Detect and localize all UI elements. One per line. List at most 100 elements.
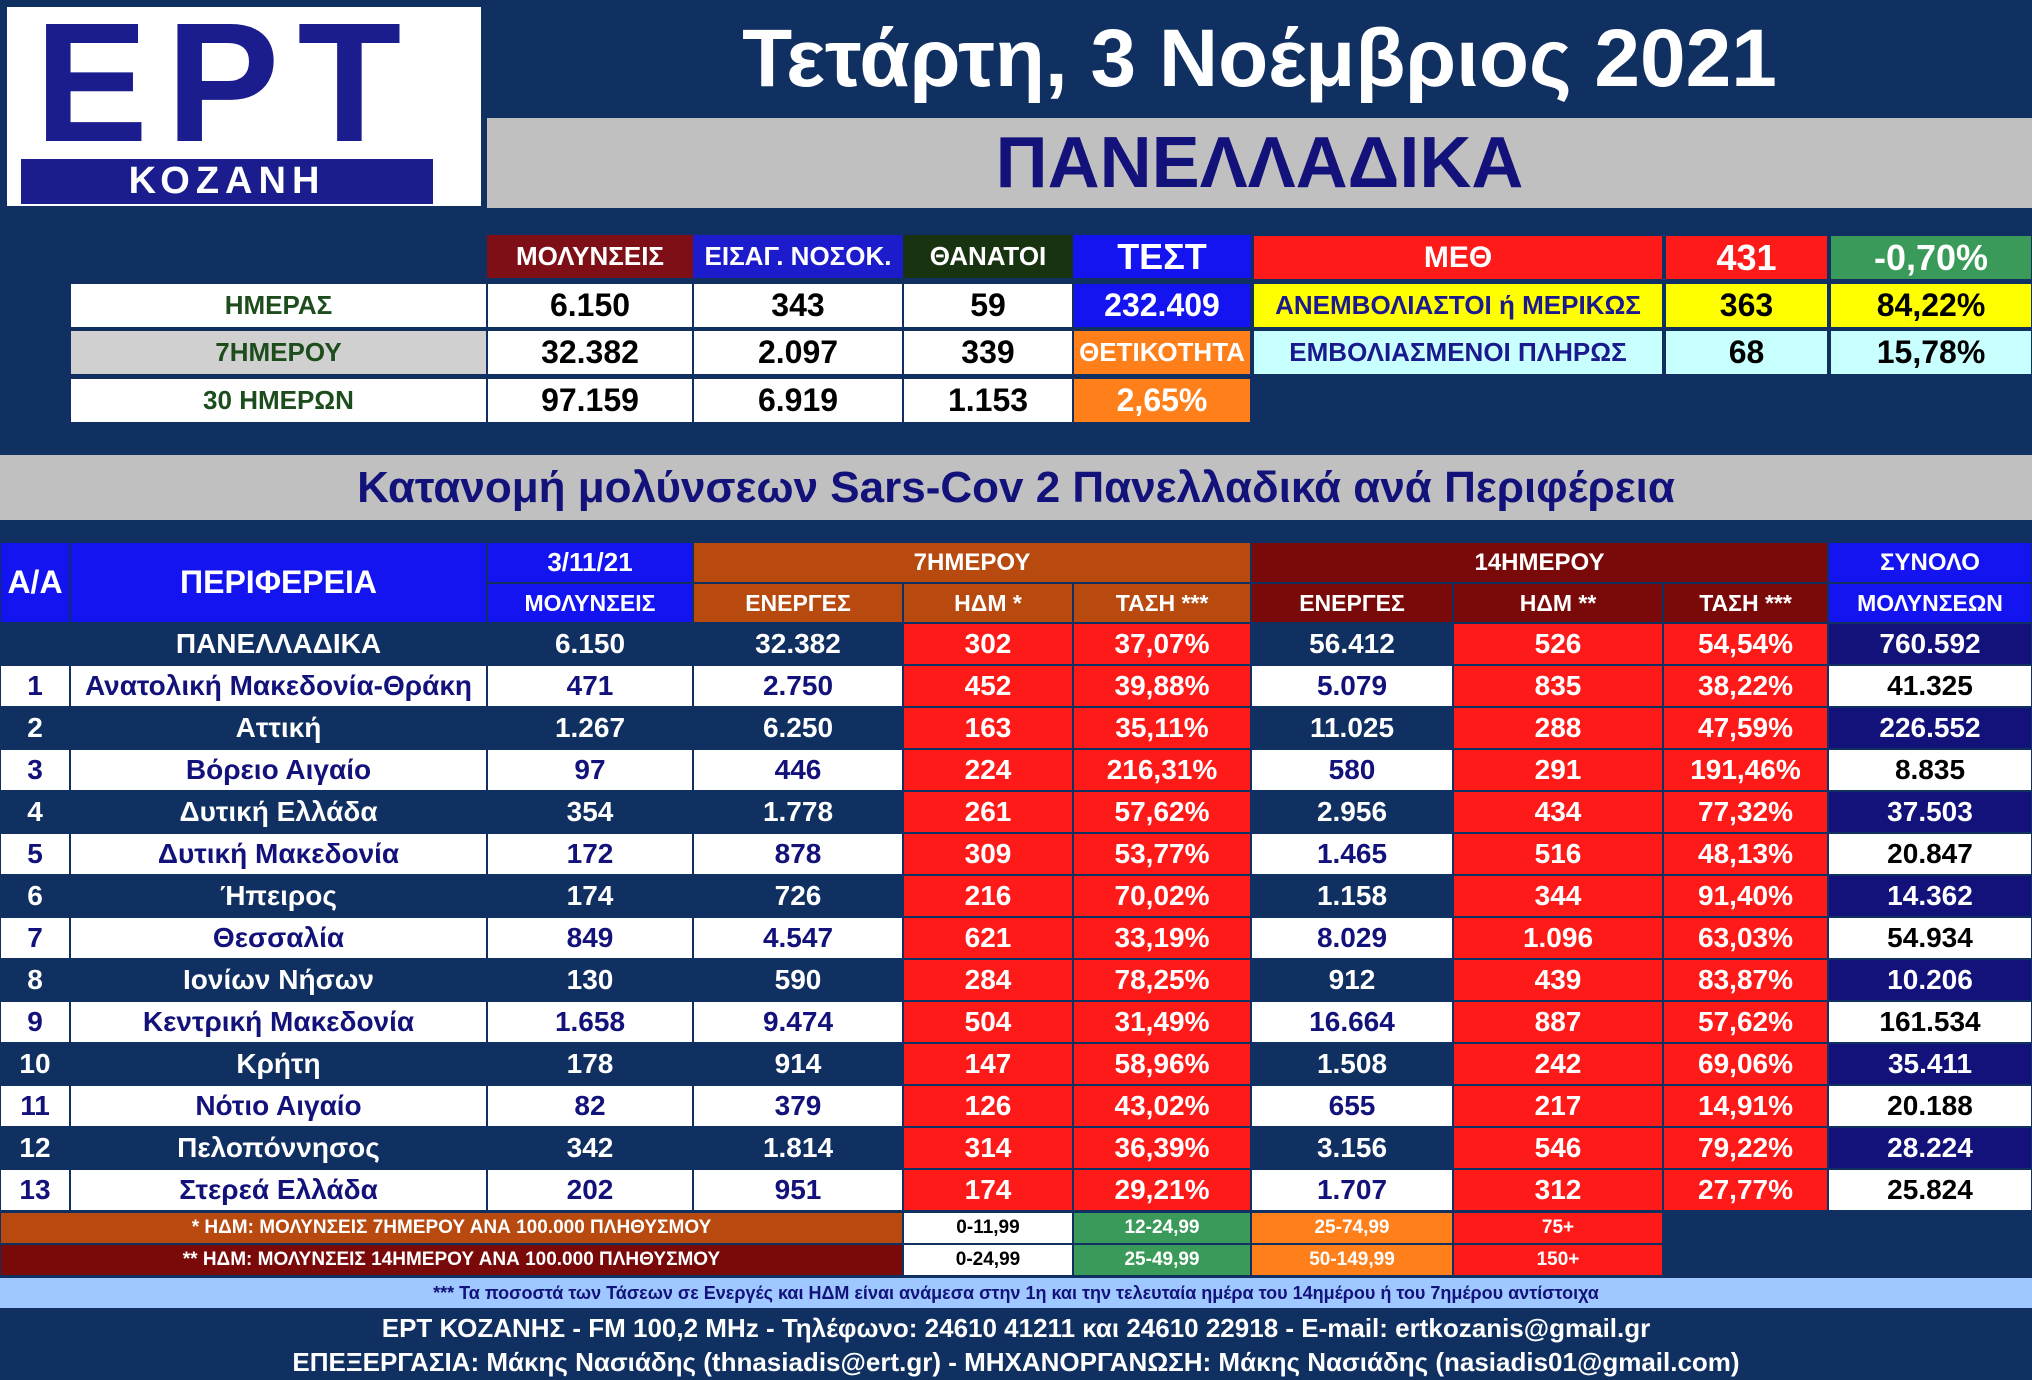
table-cell-hdm14: 887 [1453,1001,1663,1043]
table-cell-active14: 11.025 [1251,707,1453,749]
table-cell-active14: 912 [1251,959,1453,1001]
col-header-active7: ΕΝΕΡΓΕΣ [693,583,903,623]
table-cell-trend7: 53,77% [1073,833,1251,875]
table-cell-trend14: 191,46% [1663,749,1828,791]
footer-contact: ΕΡΤ ΚΟΖΑΝΗΣ - FM 100,2 MHz - Τηλέφωνο: 2… [381,1312,1651,1343]
summary-infections-value: 32.382 [487,330,693,375]
table-cell-trend7: 31,49% [1073,1001,1251,1043]
table-row-number: 2 [0,707,70,749]
table-cell-hdm7: 147 [903,1043,1073,1085]
table-cell-trend7: 57,62% [1073,791,1251,833]
table-row-region: Κεντρική Μακεδονία [70,1001,487,1043]
footer-note: *** Τα ποσοστά των Τάσεων σε Ενεργές και… [0,1278,2032,1308]
table-cell-total: 10.206 [1828,959,2032,1001]
table-cell-hdm7: 504 [903,1001,1073,1043]
table-cell-active7: 914 [693,1043,903,1085]
table-cell-day: 354 [487,791,693,833]
summary-header-hospital: ΕΙΣΑΓ. ΝΟΣΟΚ. [693,235,903,278]
table-cell-day: 97 [487,749,693,791]
table-row-number: 13 [0,1169,70,1211]
summary-row-label: 30 ΗΜΕΡΩΝ [70,378,487,423]
table-cell-trend14: 91,40% [1663,875,1828,917]
col-header-14day: 14ΗΜΕΡΟΥ [1251,542,1828,583]
unvaccinated-value: 363 [1665,283,1828,328]
col-header-total: ΣΥΝΟΛΟ [1828,542,2032,583]
table-cell-hdm7: 261 [903,791,1073,833]
table-cell-active7: 9.474 [693,1001,903,1043]
table-cell-day: 6.150 [487,623,693,665]
table-cell-total: 760.592 [1828,623,2032,665]
summary-header-tests: ΤΕΣΤ [1073,235,1251,278]
table-row-number: 8 [0,959,70,1001]
table-cell-active14: 655 [1251,1085,1453,1127]
table-cell-active7: 951 [693,1169,903,1211]
table-cell-hdm7: 309 [903,833,1073,875]
table-cell-active14: 1.158 [1251,875,1453,917]
table-cell-total: 161.534 [1828,1001,2032,1043]
table-row-number: 4 [0,791,70,833]
table-row-region: Θεσσαλία [70,917,487,959]
table-row-region: Στερεά Ελλάδα [70,1169,487,1211]
table-cell-hdm14: 526 [1453,623,1663,665]
summary-deaths-value: 59 [903,283,1073,328]
table-cell-total: 54.934 [1828,917,2032,959]
table-cell-trend7: 36,39% [1073,1127,1251,1169]
table-cell-trend14: 63,03% [1663,917,1828,959]
legend-14day-range: 0-24,99 [903,1244,1073,1276]
legend-7day-range: 25-74,99 [1251,1212,1453,1244]
table-cell-active14: 8.029 [1251,917,1453,959]
table-row-number: 3 [0,749,70,791]
table-cell-active7: 2.750 [693,665,903,707]
summary-header-deaths: ΘΑΝΑΤΟΙ [903,235,1073,278]
table-row-number: 1 [0,665,70,707]
summary-header-infections: ΜΟΛΥΝΣΕΙΣ [487,235,693,278]
table-cell-active14: 580 [1251,749,1453,791]
table-cell-trend14: 47,59% [1663,707,1828,749]
table-cell-total: 8.835 [1828,749,2032,791]
table-row-region: Νότιο Αιγαίο [70,1085,487,1127]
page-date: Τετάρτη, 3 Νοέμβριος 2021 [487,0,2032,118]
icu-change: -0,70% [1830,235,2032,280]
summary-row-label: ΗΜΕΡΑΣ [70,283,487,328]
table-cell-total: 20.847 [1828,833,2032,875]
table-cell-day: 202 [487,1169,693,1211]
positivity-label: ΘΕΤΙΚΟΤΗΤΑ [1073,330,1251,375]
table-cell-trend7: 33,19% [1073,917,1251,959]
table-cell-hdm14: 291 [1453,749,1663,791]
table-row-region: Δυτική Ελλάδα [70,791,487,833]
legend-14day-range: 50-149,99 [1251,1244,1453,1276]
table-cell-trend14: 83,87% [1663,959,1828,1001]
vaccinated-label: ΕΜΒΟΛΙΑΣΜΕΝΟΙ ΠΛΗΡΩΣ [1253,330,1663,375]
table-cell-trend7: 78,25% [1073,959,1251,1001]
unvaccinated-pct: 84,22% [1830,283,2032,328]
table-cell-active14: 1.707 [1251,1169,1453,1211]
table-cell-trend14: 27,77% [1663,1169,1828,1211]
col-header-hdm7: ΗΔΜ * [903,583,1073,623]
logo-main-text: ΕΡΤ [34,0,420,178]
table-cell-day: 1.658 [487,1001,693,1043]
table-cell-active14: 2.956 [1251,791,1453,833]
table-cell-hdm14: 344 [1453,875,1663,917]
table-cell-hdm7: 163 [903,707,1073,749]
table-cell-day: 82 [487,1085,693,1127]
table-cell-active7: 878 [693,833,903,875]
summary-row-label: 7ΗΜΕΡΟΥ [70,330,487,375]
ert-logo: ΕΡΤ ΚΟΖΑΝΗ [5,0,483,208]
table-cell-trend14: 79,22% [1663,1127,1828,1169]
legend-note-7day: * ΗΔΜ: ΜΟΛΥΝΣΕΙΣ 7ΗΜΕΡΟΥ ΑΝΑ 100.000 ΠΛΗ… [0,1212,903,1244]
summary-hospital-value: 6.919 [693,378,903,423]
table-row-number: 5 [0,833,70,875]
table-row-region: Ανατολική Μακεδονία-Θράκη [70,665,487,707]
icu-value: 431 [1665,235,1828,280]
table-cell-total: 28.224 [1828,1127,2032,1169]
col-header-region: ΠΕΡΙΦΕΡΕΙΑ [70,542,487,623]
table-row-region: Κρήτη [70,1043,487,1085]
summary-infections-value: 6.150 [487,283,693,328]
unvaccinated-label: ΑΝΕΜΒΟΛΙΑΣΤΟΙ ή ΜΕΡΙΚΩΣ [1253,283,1663,328]
table-cell-active14: 1.465 [1251,833,1453,875]
table-cell-active7: 726 [693,875,903,917]
col-header-aa: Α/Α [0,542,70,623]
table-row-region: Αττική [70,707,487,749]
table-cell-total: 20.188 [1828,1085,2032,1127]
